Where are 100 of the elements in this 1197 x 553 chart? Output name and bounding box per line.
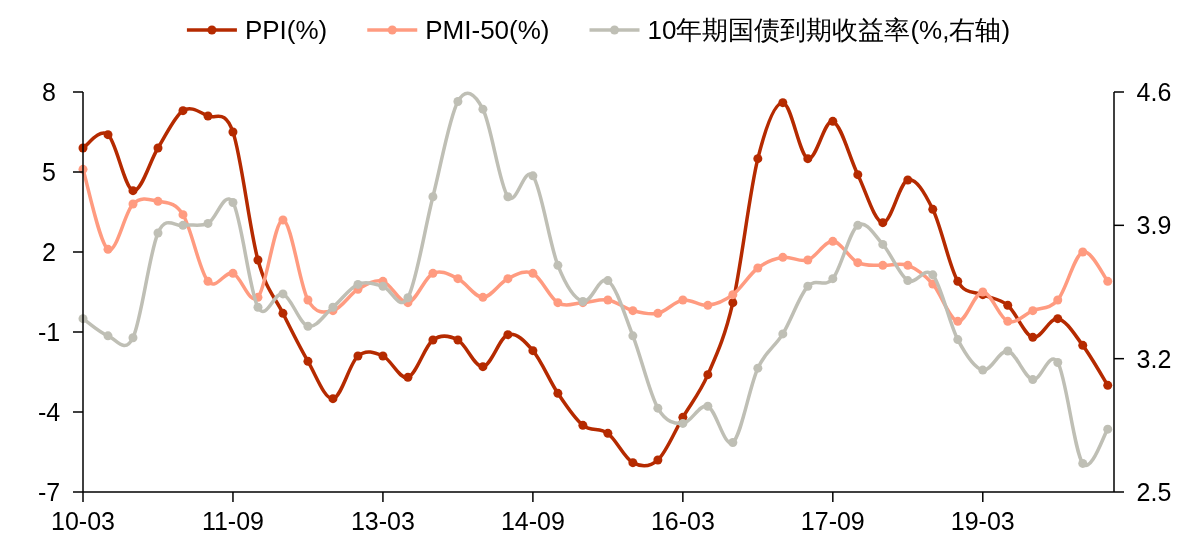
point <box>228 197 238 207</box>
point <box>503 274 513 284</box>
point <box>528 268 538 278</box>
point <box>728 290 738 300</box>
point <box>628 331 638 341</box>
y2-tick-label: 4.6 <box>1136 78 1172 106</box>
point <box>1028 332 1038 342</box>
point <box>478 104 488 114</box>
point <box>403 372 413 382</box>
point <box>128 186 138 196</box>
point <box>553 388 563 398</box>
point <box>428 268 438 278</box>
x-tick-label: 14-09 <box>500 507 565 535</box>
point <box>453 274 463 284</box>
y-tick-label: 5 <box>42 158 56 186</box>
point <box>753 154 763 164</box>
point <box>553 260 563 270</box>
point <box>703 300 713 310</box>
point <box>628 458 638 468</box>
point <box>403 293 413 303</box>
point <box>128 199 138 209</box>
point <box>278 215 288 225</box>
point <box>603 276 613 286</box>
point <box>903 276 913 286</box>
point <box>1103 380 1113 390</box>
point <box>428 192 438 202</box>
point <box>178 220 188 230</box>
point <box>378 281 388 291</box>
point <box>1103 276 1113 286</box>
point <box>103 331 113 341</box>
point <box>553 298 563 308</box>
point <box>203 218 213 228</box>
point <box>828 236 838 246</box>
point <box>628 306 638 316</box>
point <box>428 335 438 345</box>
point <box>853 220 863 230</box>
point <box>903 175 913 185</box>
point <box>778 98 788 108</box>
point <box>203 276 213 286</box>
point <box>178 106 188 116</box>
point <box>1028 375 1038 385</box>
point <box>703 401 713 411</box>
point <box>528 346 538 356</box>
point <box>828 274 838 284</box>
point <box>728 437 738 447</box>
point <box>1053 295 1063 305</box>
point <box>353 279 363 289</box>
point <box>753 363 763 373</box>
point <box>1103 424 1113 434</box>
point <box>453 97 463 107</box>
x-tick-label: 13-03 <box>350 507 415 535</box>
point <box>253 255 263 265</box>
point <box>878 260 888 270</box>
point <box>678 295 688 305</box>
legend-label: PMI-50(%) <box>425 15 550 45</box>
point <box>228 127 238 137</box>
point <box>678 418 688 428</box>
point <box>278 308 288 318</box>
x-tick-label: 19-03 <box>950 507 1015 535</box>
y-tick-label: 8 <box>42 78 56 106</box>
point <box>853 258 863 268</box>
point <box>603 295 613 305</box>
y-tick-label: -7 <box>37 478 61 506</box>
point <box>153 143 163 153</box>
point <box>103 244 113 254</box>
y-tick-label: 2 <box>42 238 56 266</box>
point <box>178 210 188 220</box>
y-tick-label: -1 <box>37 318 61 346</box>
point <box>478 362 488 372</box>
point <box>328 302 338 312</box>
y2-tick-label: 2.5 <box>1136 478 1172 506</box>
point <box>753 263 763 273</box>
point <box>878 239 888 249</box>
point <box>353 351 363 361</box>
point <box>453 335 463 345</box>
point <box>128 333 138 343</box>
point <box>903 260 913 270</box>
point <box>928 270 938 280</box>
point <box>1003 316 1013 326</box>
point <box>728 298 738 308</box>
point <box>828 116 838 126</box>
point <box>253 302 263 312</box>
point <box>703 370 713 380</box>
y2-tick-label: 3.2 <box>1136 344 1172 373</box>
point <box>103 130 113 140</box>
point <box>303 356 313 366</box>
point <box>378 351 388 361</box>
point <box>953 276 963 286</box>
point <box>803 154 813 164</box>
point <box>478 292 488 302</box>
point <box>653 308 663 318</box>
x-tick-label: 17-09 <box>800 507 865 535</box>
point <box>228 268 238 278</box>
y2-tick-label: 3.9 <box>1136 211 1172 240</box>
point <box>778 329 788 339</box>
point <box>653 455 663 465</box>
y-tick-label: -4 <box>37 398 61 426</box>
point <box>1053 357 1063 367</box>
point <box>953 335 963 345</box>
point <box>328 394 338 404</box>
